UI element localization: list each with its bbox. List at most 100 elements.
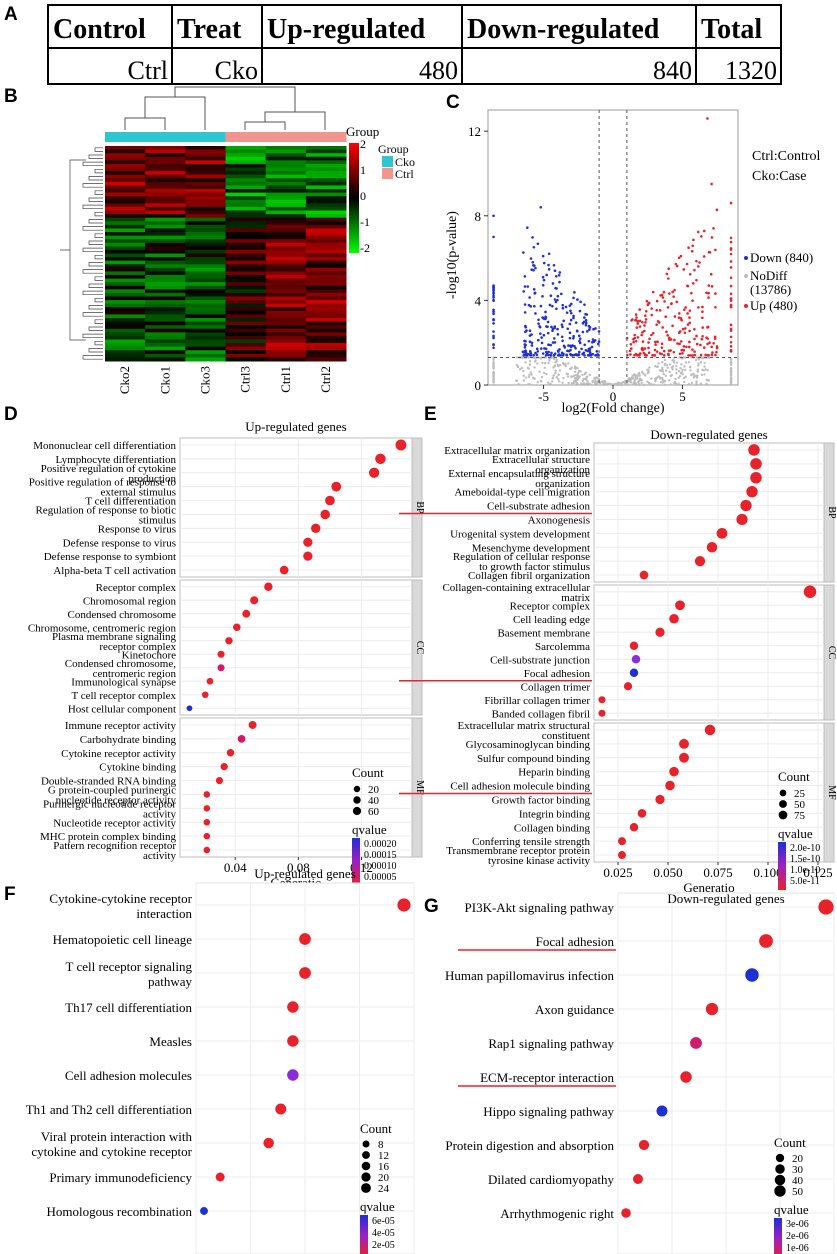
volcano-point-down: [534, 266, 537, 270]
heatmap-cell: [185, 296, 226, 301]
volcano-point-nodiff: [672, 361, 676, 364]
volcano-point-down: [565, 353, 569, 357]
term-label: Sulfur compound binding: [477, 753, 591, 765]
x-axis-title: Generatio: [683, 880, 734, 895]
volcano-point-up: [671, 324, 674, 328]
heatmap-cell: [145, 332, 186, 337]
heatmap-cell: [185, 278, 226, 283]
heatmap-cell: [185, 246, 226, 251]
heatmap-cell: [225, 278, 267, 283]
volcano-point-nodiff: [647, 368, 650, 372]
term-label: Regulation of cellular response: [453, 551, 590, 563]
volcano-point-nodiff: [695, 380, 698, 383]
term-label: Focal adhesion: [524, 668, 591, 680]
heatmap-cell: [185, 203, 226, 208]
heatmap-cell: [225, 289, 267, 294]
volcano-point-up: [682, 345, 686, 348]
volcano-point-down: [591, 338, 595, 341]
volcano-point-nodiff: [545, 372, 548, 376]
heatmap-cell: [265, 332, 307, 337]
term-dot: [226, 749, 235, 757]
heatmap-cell: [185, 253, 226, 258]
volcano-point-up: [687, 246, 690, 250]
volcano-point-down: [575, 329, 579, 333]
term-dot: [637, 809, 647, 818]
volcano-point-down: [542, 333, 546, 337]
volcano-point-up: [695, 259, 698, 263]
heatmap-cell: [145, 167, 186, 172]
heatmap-cell: [105, 335, 146, 340]
volcano-point-nodiff: [492, 363, 495, 366]
volcano-point-up: [644, 321, 647, 324]
volcano-point-nodiff: [576, 378, 579, 381]
heatmap-cell: [145, 343, 186, 348]
heatmap-cell: [305, 217, 347, 222]
volcano-point-nodiff: [729, 367, 733, 370]
volcano-point-down: [574, 321, 578, 324]
heatmap-cell: [305, 210, 347, 215]
volcano-point-down: [492, 334, 495, 338]
scale-tick: 1: [360, 163, 366, 177]
term-dot: [638, 1139, 650, 1151]
term-label: Transmembrane receptor protein: [446, 845, 590, 857]
count-legend-dot: [778, 810, 788, 820]
volcano-point-down: [554, 300, 558, 304]
volcano-point-down: [561, 339, 564, 343]
volcano-point-down: [526, 226, 529, 229]
heatmap-cell: [265, 353, 307, 358]
volcano-point-up: [638, 352, 642, 355]
volcano-point-down: [522, 290, 525, 293]
heatmap-cell: [185, 328, 226, 333]
volcano-point-nodiff: [594, 379, 597, 382]
heatmap-cell: [305, 264, 347, 269]
term-dot: [736, 513, 748, 526]
heatmap-cell: [225, 192, 267, 197]
heatmap-cell: [305, 314, 347, 319]
volcano-point-up: [681, 327, 685, 331]
volcano-point-down: [541, 283, 545, 287]
volcano-point-down: [553, 269, 557, 273]
volcano-point-down: [492, 343, 495, 347]
heatmap-cell: [265, 217, 307, 222]
volcano-point-nodiff: [660, 369, 663, 373]
heatmap-cell: [105, 303, 146, 308]
volcano-point-up: [661, 326, 664, 329]
volcano-point-up: [665, 272, 669, 276]
heatmap-cell: [265, 321, 307, 326]
column-dendrogram: [124, 86, 326, 130]
heatmap-cell: [185, 210, 226, 215]
term-dot: [750, 471, 762, 484]
volcano-point-down: [578, 337, 582, 340]
heatmap-cell: [305, 239, 347, 244]
facet-strip-label: MF: [414, 780, 425, 795]
heatmap-cell: [265, 260, 307, 265]
heatmap-cell: [105, 314, 146, 319]
heatmap-cell: [305, 318, 347, 323]
volcano-point-nodiff: [681, 368, 684, 371]
volcano-point-nodiff: [562, 363, 565, 366]
heatmap-cell: [145, 289, 186, 294]
x-tick-label: 0.125: [803, 865, 832, 880]
term-label: T cell receptor signaling: [66, 959, 193, 974]
term-label: stimulus: [139, 514, 176, 526]
term-label: Condensed chromosome: [68, 609, 177, 621]
volcano-point-up: [664, 315, 668, 319]
volcano-point-down: [556, 298, 559, 302]
volcano-point-up: [729, 246, 733, 250]
volcano-point-up: [705, 336, 708, 339]
volcano-point-nodiff: [634, 376, 638, 379]
term-label: Host cellular component: [68, 703, 176, 715]
volcano-point-nodiff: [670, 366, 674, 369]
volcano-point-nodiff: [540, 375, 544, 379]
volcano-point-nodiff: [674, 377, 677, 381]
volcano-point-up: [696, 230, 700, 234]
heatmap-cell: [225, 335, 267, 340]
volcano-point-nodiff: [669, 374, 672, 378]
heatmap-cell: [145, 307, 186, 312]
volcano-point-down: [544, 315, 547, 319]
term-label: cytokine and cytokine receptor: [31, 1144, 192, 1159]
panel-letter-e: E: [424, 404, 437, 425]
term-label: Cell adhesion molecules: [65, 1068, 192, 1083]
volcano-point-nodiff: [687, 361, 691, 364]
volcano-point-down: [539, 304, 543, 308]
